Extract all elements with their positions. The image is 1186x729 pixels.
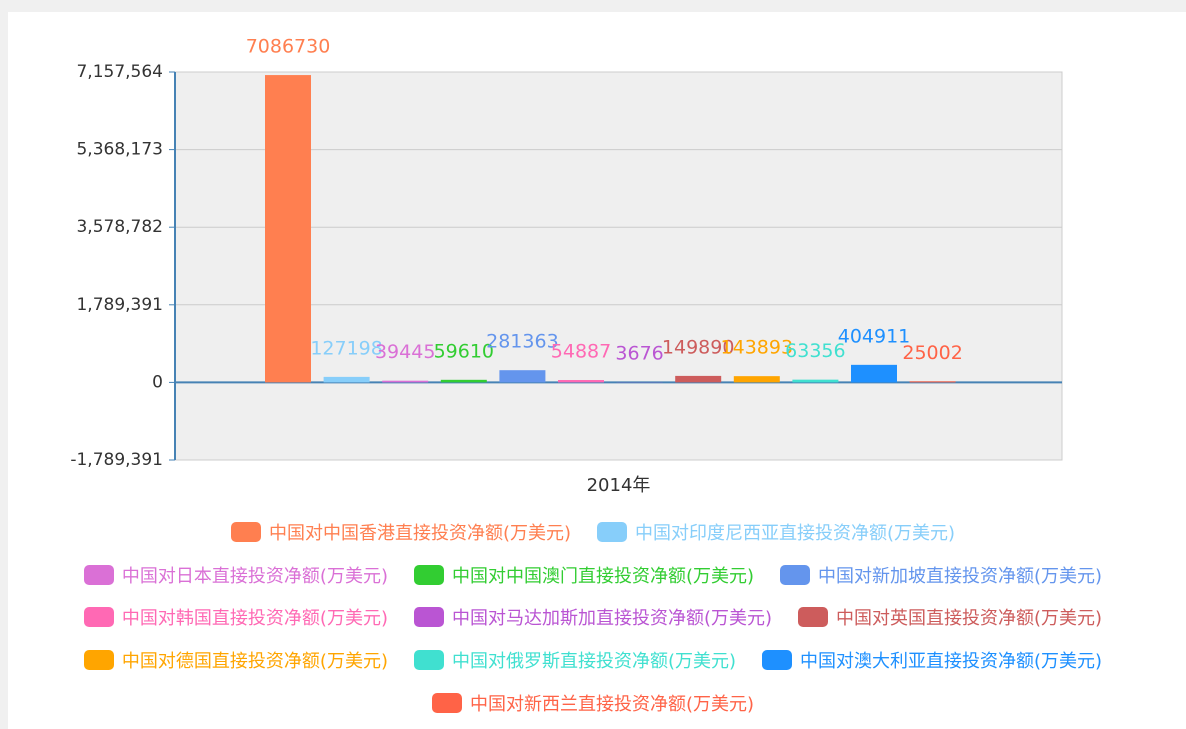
value-label: 39445 <box>375 341 435 363</box>
value-label: 54887 <box>551 341 611 363</box>
legend-swatch <box>431 693 462 713</box>
legend-label: 中国对英国直接投资净额(万美元) <box>836 608 1103 629</box>
bar <box>499 370 546 383</box>
legend-swatch <box>413 650 444 670</box>
legend-item[interactable]: 中国对英国直接投资净额(万美元) <box>798 604 1102 630</box>
legend-item[interactable]: 中国对日本直接投资净额(万美元) <box>83 562 388 588</box>
x-tick-label: 2014年 <box>587 475 651 496</box>
legend-item[interactable]: 中国对澳大利亚直接投资净额(万美元) <box>762 647 1102 673</box>
bar <box>382 380 429 383</box>
legend-swatch <box>413 565 444 585</box>
value-label: 143893 <box>721 337 794 359</box>
legend-label: 中国对中国香港直接投资净额(万美元) <box>268 523 571 544</box>
y-tick-label: 5,368,173 <box>76 140 163 160</box>
legend-item[interactable]: 中国对德国直接投资净额(万美元) <box>83 647 388 673</box>
legend-label: 中国对马达加斯加直接投资净额(万美元) <box>451 608 773 629</box>
legend-item[interactable]: 中国对印度尼西亚直接投资净额(万美元) <box>597 519 955 545</box>
plot-background <box>174 71 1063 461</box>
legend-label: 中国对德国直接投资净额(万美元) <box>121 651 388 672</box>
bar <box>675 375 722 383</box>
legend-label: 中国对日本直接投资净额(万美元) <box>121 566 388 587</box>
legend-item[interactable]: 中国对韩国直接投资净额(万美元) <box>83 604 388 630</box>
legend-swatch <box>597 522 627 542</box>
legend-label: 中国对新西兰直接投资净额(万美元) <box>469 694 755 715</box>
legend-swatch <box>413 607 444 627</box>
legend-swatch <box>780 565 811 585</box>
value-label: 127198 <box>310 337 383 359</box>
legend-label: 中国对韩国直接投资净额(万美元) <box>121 608 388 629</box>
legend-item[interactable]: 中国对新加坡直接投资净额(万美元) <box>780 562 1102 588</box>
value-label: 149890 <box>662 336 735 358</box>
value-label: 3676 <box>615 343 663 365</box>
legend-row: 中国对韩国直接投资净额(万美元) 中国对马达加斯加直接投资净额(万美元) 中国对英国… <box>0 604 1186 630</box>
legend-swatch <box>762 650 793 670</box>
value-label: 404911 <box>838 325 911 347</box>
legend-swatch <box>230 522 261 542</box>
legend-swatch <box>798 607 829 627</box>
legend-row: 中国对日本直接投资净额(万美元) 中国对中国澳门直接投资净额(万美元) 中国对新加坡… <box>0 562 1186 588</box>
legend-item[interactable]: 中国对马达加斯加直接投资净额(万美元) <box>413 604 773 630</box>
bar <box>323 376 370 383</box>
y-tick-label: 0 <box>152 372 163 392</box>
legend-row: 中国对中国香港直接投资净额(万美元) 中国对印度尼西亚直接投资净额(万美元) <box>0 519 1186 545</box>
value-label: 63356 <box>785 340 845 362</box>
y-tick-label: 1,789,391 <box>76 295 163 315</box>
y-tick-label: 7,157,564 <box>76 62 163 82</box>
legend-item[interactable]: 中国对中国澳门直接投资净额(万美元) <box>413 562 755 588</box>
legend-item[interactable]: 中国对中国香港直接投资净额(万美元) <box>230 519 571 545</box>
legend-item[interactable]: 中国对俄罗斯直接投资净额(万美元) <box>413 647 737 673</box>
y-tick-label: 3,578,782 <box>76 217 163 237</box>
legend-label: 中国对中国澳门直接投资净额(万美元) <box>451 566 755 587</box>
legend-swatch <box>83 607 114 627</box>
value-label: 7086730 <box>246 36 331 58</box>
legend-row: 中国对德国直接投资净额(万美元) 中国对俄罗斯直接投资净额(万美元) 中国对澳大利亚… <box>0 647 1186 673</box>
legend-item[interactable]: 中国对新西兰直接投资净额(万美元) <box>431 690 755 716</box>
legend-label: 中国对俄罗斯直接投资净额(万美元) <box>451 651 737 672</box>
bar <box>558 380 604 383</box>
value-label: 281363 <box>486 331 559 353</box>
bar <box>440 379 487 383</box>
bar <box>851 364 897 383</box>
bar <box>265 75 311 383</box>
bar <box>733 376 780 383</box>
legend-label: 中国对印度尼西亚直接投资净额(万美元) <box>635 523 956 544</box>
legend-swatch <box>83 650 114 670</box>
legend-label: 中国对澳大利亚直接投资净额(万美元) <box>800 651 1103 672</box>
value-label: 25002 <box>902 342 962 364</box>
bar <box>909 381 956 383</box>
legend-row: 中国对新西兰直接投资净额(万美元) <box>0 690 1186 716</box>
y-tick-label: -1,789,391 <box>70 450 163 470</box>
legend-swatch <box>83 565 114 585</box>
bar <box>792 379 839 383</box>
value-label: 59610 <box>434 340 494 362</box>
legend-label: 中国对新加坡直接投资净额(万美元) <box>818 566 1103 587</box>
